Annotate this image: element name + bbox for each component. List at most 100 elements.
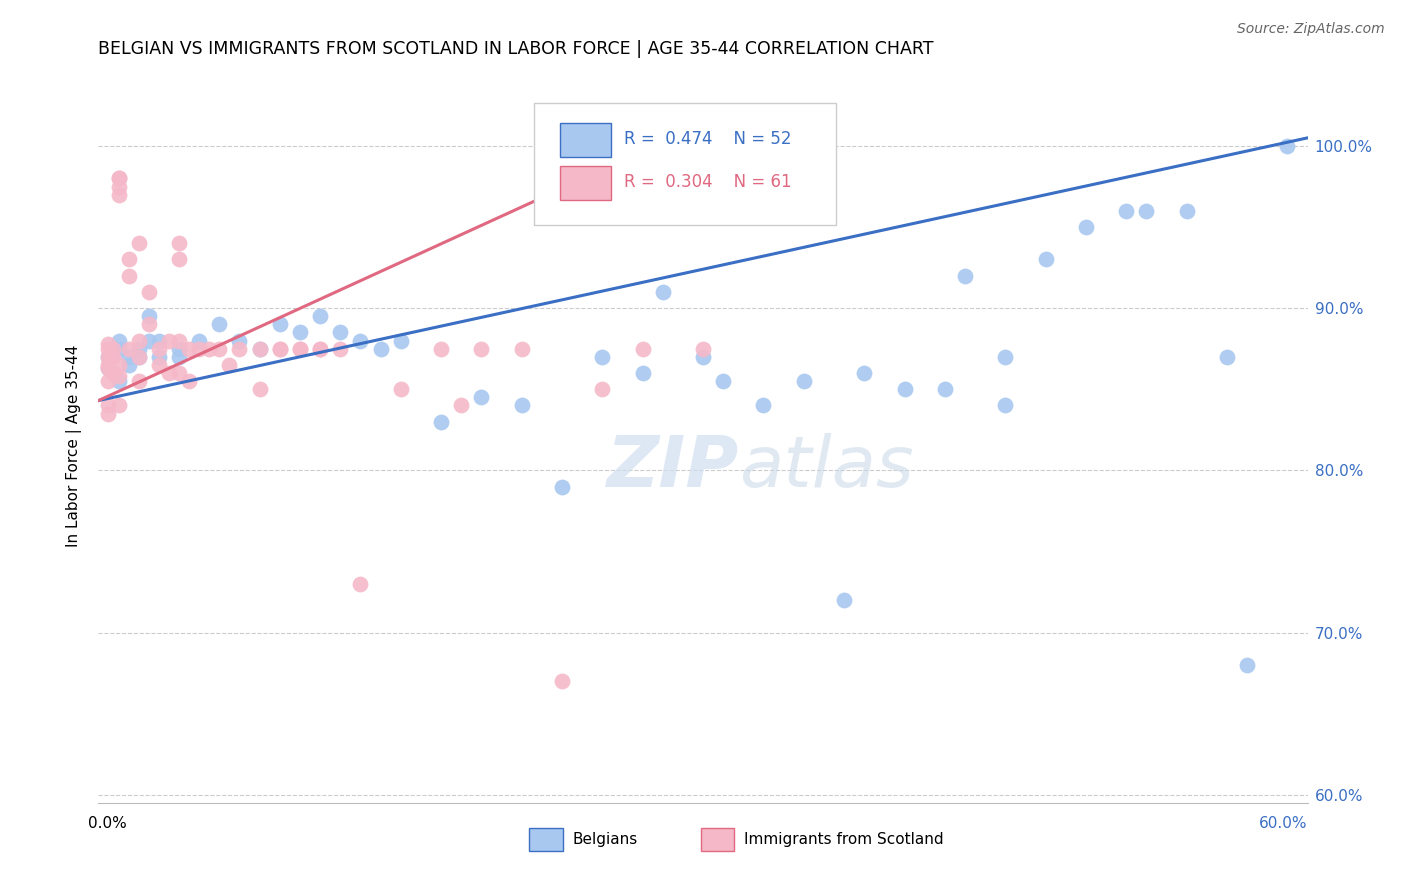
Point <box>188 342 211 356</box>
Point <box>107 171 129 186</box>
Point <box>349 577 371 591</box>
Point <box>107 187 129 202</box>
Point <box>128 350 150 364</box>
Text: 0.0%: 0.0% <box>89 816 127 830</box>
FancyBboxPatch shape <box>700 828 734 851</box>
Point <box>118 252 141 267</box>
Point <box>107 358 129 372</box>
Point <box>470 390 492 404</box>
Point <box>228 342 250 356</box>
Point <box>118 350 141 364</box>
Point <box>269 318 291 332</box>
Point <box>288 342 311 356</box>
Point <box>752 399 775 413</box>
Point <box>101 342 124 356</box>
Point <box>853 366 876 380</box>
Point <box>107 399 129 413</box>
Point <box>138 318 160 332</box>
Point <box>793 374 815 388</box>
Point <box>128 374 150 388</box>
Point <box>551 479 574 493</box>
Point <box>370 342 392 356</box>
Point <box>107 369 129 384</box>
Point <box>97 350 120 364</box>
Point <box>179 374 201 388</box>
Text: ZIP: ZIP <box>607 433 740 502</box>
Point <box>1236 657 1258 672</box>
Point <box>97 361 120 376</box>
Point <box>107 374 129 388</box>
Point <box>450 399 472 413</box>
Point <box>97 350 120 364</box>
Point <box>148 342 170 356</box>
Point <box>188 334 211 348</box>
Point <box>309 342 332 356</box>
Point <box>118 342 141 356</box>
Point <box>167 366 190 380</box>
Point <box>269 342 291 356</box>
Point <box>101 366 124 380</box>
Text: atlas: atlas <box>740 433 914 502</box>
Text: R =  0.474    N = 52: R = 0.474 N = 52 <box>624 130 792 148</box>
FancyBboxPatch shape <box>529 828 562 851</box>
Point <box>591 382 613 396</box>
Point <box>1135 203 1157 218</box>
Point <box>97 361 120 376</box>
Point <box>470 342 492 356</box>
Point <box>288 342 311 356</box>
Point <box>591 350 613 364</box>
Point <box>249 342 271 356</box>
Point <box>138 285 160 299</box>
Point <box>631 342 654 356</box>
Point <box>711 374 734 388</box>
Point <box>309 310 332 324</box>
Point <box>269 342 291 356</box>
Point <box>167 350 190 364</box>
Point <box>148 350 170 364</box>
Point <box>179 342 201 356</box>
Point <box>994 350 1017 364</box>
Point <box>510 399 533 413</box>
Point <box>349 334 371 348</box>
Point <box>832 593 855 607</box>
Point <box>692 350 714 364</box>
Point <box>551 674 574 689</box>
Point <box>107 171 129 186</box>
Point <box>953 268 976 283</box>
Point <box>167 252 190 267</box>
Point <box>1035 252 1057 267</box>
Point <box>651 285 673 299</box>
Point <box>198 342 221 356</box>
Point <box>430 415 453 429</box>
Text: R =  0.304    N = 61: R = 0.304 N = 61 <box>624 173 792 191</box>
Point <box>994 399 1017 413</box>
Point <box>97 342 120 356</box>
Point <box>138 310 160 324</box>
Point <box>430 342 453 356</box>
Point <box>218 358 240 372</box>
Point <box>97 358 120 372</box>
Point <box>167 236 190 251</box>
Point <box>228 334 250 348</box>
Point <box>107 342 129 356</box>
Point <box>97 399 120 413</box>
Point <box>1074 220 1097 235</box>
Point <box>208 342 231 356</box>
Point <box>510 342 533 356</box>
Point <box>249 342 271 356</box>
Y-axis label: In Labor Force | Age 35-44: In Labor Force | Age 35-44 <box>66 345 83 547</box>
Text: Belgians: Belgians <box>572 831 638 847</box>
Point <box>329 326 352 340</box>
Point <box>692 342 714 356</box>
Point <box>101 350 124 364</box>
Point <box>288 326 311 340</box>
Point <box>107 334 129 348</box>
Text: BELGIAN VS IMMIGRANTS FROM SCOTLAND IN LABOR FORCE | AGE 35-44 CORRELATION CHART: BELGIAN VS IMMIGRANTS FROM SCOTLAND IN L… <box>98 40 934 58</box>
Point <box>893 382 915 396</box>
Point <box>157 334 180 348</box>
Point <box>389 382 412 396</box>
FancyBboxPatch shape <box>561 123 612 157</box>
Point <box>97 336 120 351</box>
Point <box>128 334 150 348</box>
Point <box>138 334 160 348</box>
